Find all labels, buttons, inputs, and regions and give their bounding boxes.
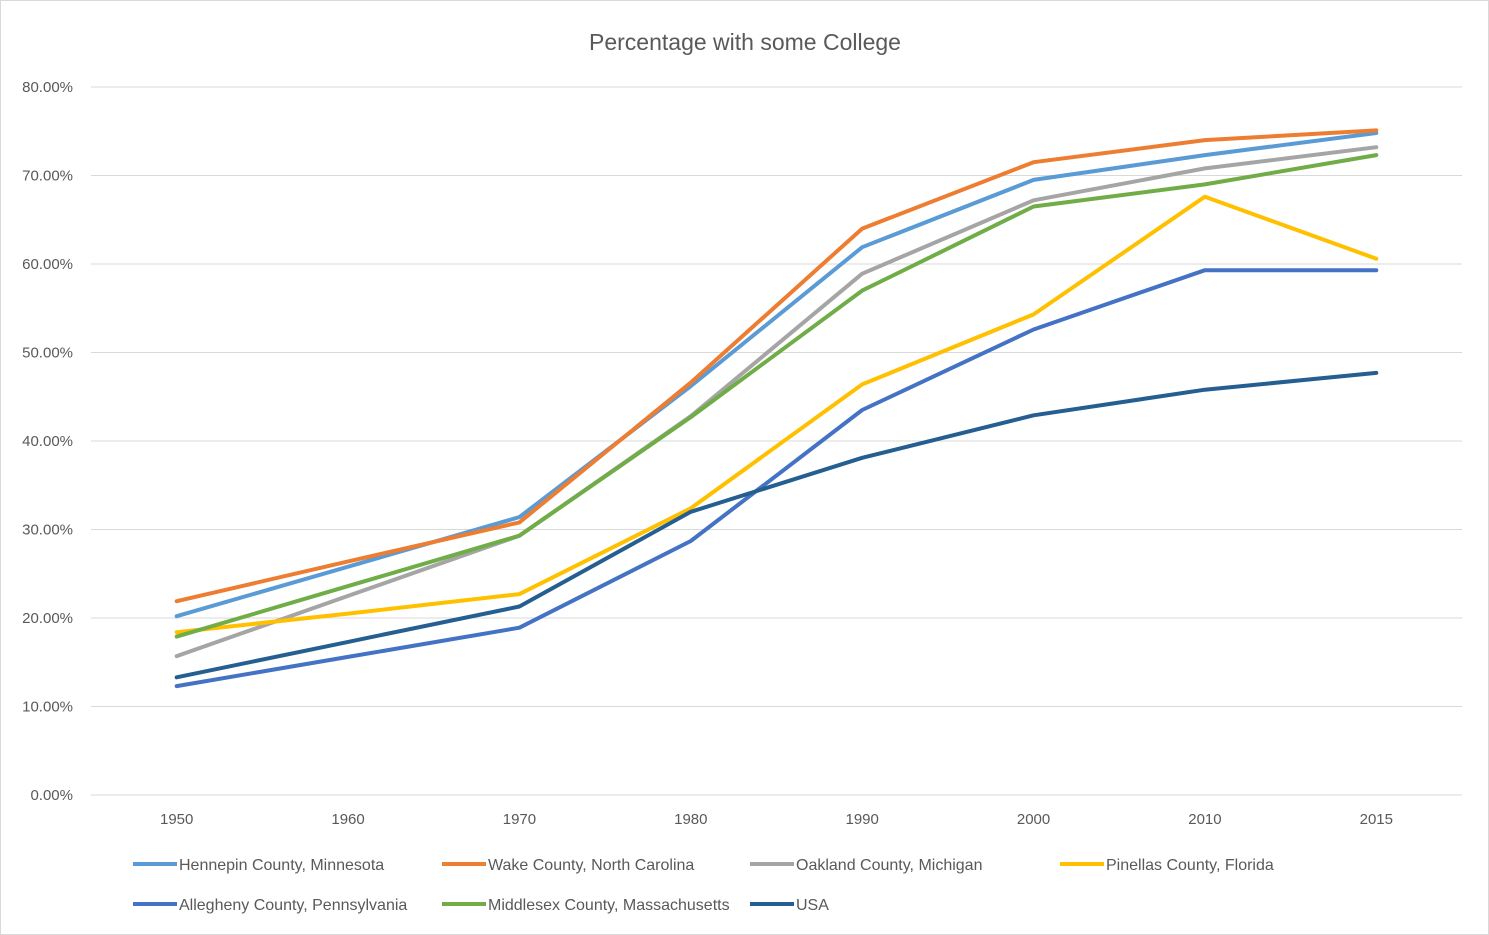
legend-label: Middlesex County, Massachusetts (488, 897, 730, 914)
series-line-5 (174, 153, 1379, 639)
x-tick-label: 2010 (1188, 811, 1221, 828)
y-tick-label: 0.00% (30, 787, 73, 804)
legend-item: Hennepin County, Minnesota (133, 857, 384, 874)
legend-item: Pinellas County, Florida (1060, 857, 1274, 874)
series-line-0 (174, 131, 1379, 619)
y-tick-label: 20.00% (22, 610, 73, 627)
series-line-3 (174, 194, 1379, 635)
legend-item: Middlesex County, Massachusetts (442, 897, 730, 914)
x-tick-label: 1990 (846, 811, 879, 828)
x-tick-label: 1980 (674, 811, 707, 828)
x-tick-label: 2000 (1017, 811, 1050, 828)
legend-label: Oakland County, Michigan (796, 857, 982, 874)
series-line-6 (174, 370, 1379, 680)
legend-label: Hennepin County, Minnesota (179, 857, 384, 874)
legend-label: Allegheny County, Pennsylvania (179, 897, 407, 914)
chart-title: Percentage with some College (589, 29, 901, 55)
x-tick-label: 2015 (1360, 811, 1393, 828)
series-line-4 (174, 268, 1379, 689)
legend: Hennepin County, Minnesota Wake County, N… (133, 857, 1274, 914)
x-axis-tick-labels: 1950 1960 1970 1980 1990 2000 2010 2015 (160, 811, 1393, 828)
y-tick-label: 60.00% (22, 256, 73, 273)
y-tick-label: 70.00% (22, 168, 73, 185)
x-tick-label: 1970 (503, 811, 536, 828)
y-tick-label: 30.00% (22, 522, 73, 539)
x-tick-label: 1960 (331, 811, 364, 828)
y-axis-tick-labels: 0.00% 10.00% 20.00% 30.00% 40.00% 50.00% 60.00… (22, 79, 73, 804)
y-tick-label: 40.00% (22, 433, 73, 450)
legend-item: USA (750, 897, 829, 914)
legend-label: Wake County, North Carolina (488, 857, 694, 874)
legend-item: Allegheny County, Pennsylvania (133, 897, 407, 914)
series-lines (174, 128, 1379, 689)
y-tick-label: 50.00% (22, 345, 73, 362)
series-line-1 (174, 128, 1379, 604)
series-line-2 (174, 145, 1379, 659)
x-tick-label: 1950 (160, 811, 193, 828)
legend-item: Wake County, North Carolina (442, 857, 694, 874)
y-tick-label: 10.00% (22, 699, 73, 716)
gridlines (91, 86, 1462, 796)
legend-item: Oakland County, Michigan (750, 857, 982, 874)
legend-label: Pinellas County, Florida (1106, 857, 1274, 874)
legend-label: USA (796, 897, 829, 914)
y-tick-label: 80.00% (22, 79, 73, 96)
